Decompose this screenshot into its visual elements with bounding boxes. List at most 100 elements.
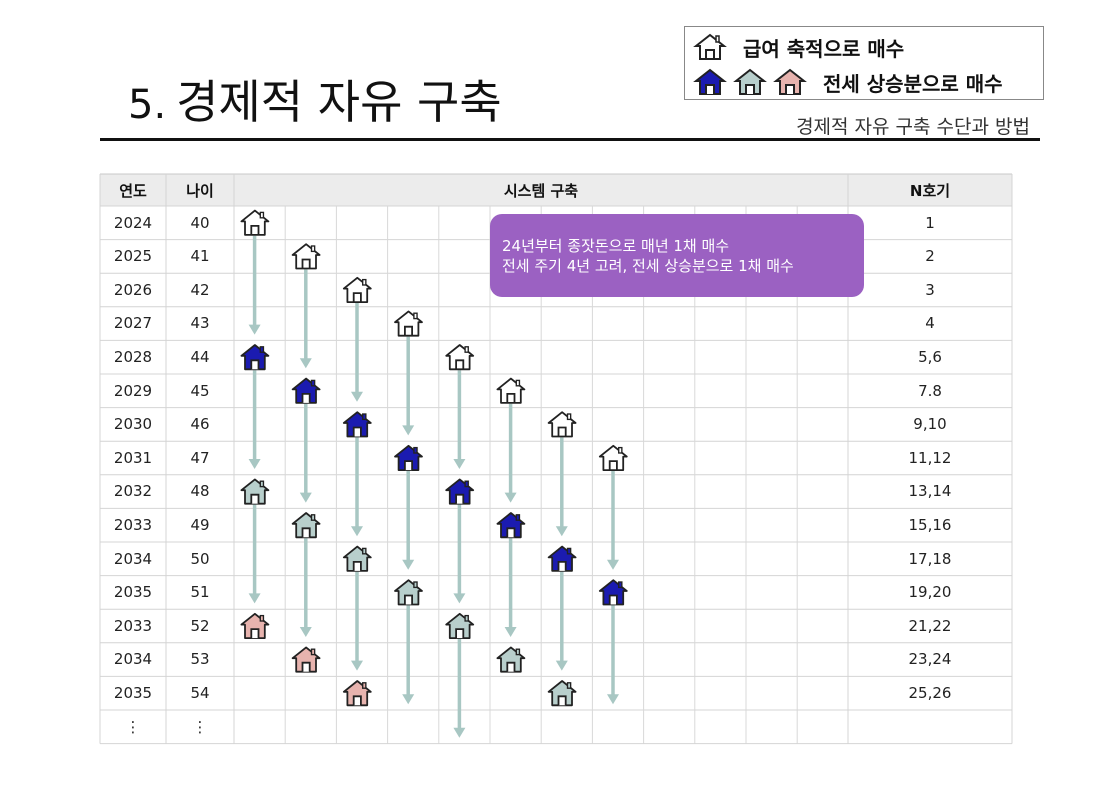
house-white-icon <box>598 444 628 472</box>
house-pink-icon <box>291 646 321 673</box>
house-blue-icon <box>496 512 526 539</box>
flow-arrow <box>299 538 312 637</box>
cell-year: 2028 <box>113 347 153 366</box>
cell-age: 54 <box>190 683 210 702</box>
legend: 급여 축적으로 매수 전세 상승분으로 매수 <box>684 26 1044 100</box>
cell-n: 7.8 <box>918 381 942 400</box>
header-n: N호기 <box>909 181 951 200</box>
house-pink-icon <box>773 68 807 95</box>
house-blue-icon <box>693 68 727 95</box>
house-blue-icon <box>547 545 577 572</box>
flow-arrow <box>402 471 415 570</box>
flow-arrow <box>402 605 415 705</box>
flow-arrow <box>504 403 517 503</box>
cell-year: 2035 <box>113 583 153 602</box>
flow-arrow <box>248 235 261 335</box>
house-white-icon <box>547 411 577 438</box>
cell-n: 2 <box>925 247 935 266</box>
flow-arrow <box>299 269 312 369</box>
house-gray-icon <box>342 545 372 572</box>
house-gray-icon <box>445 612 475 640</box>
title-underline <box>100 138 1040 141</box>
house-pink-icon <box>342 680 372 707</box>
cell-age: 49 <box>190 515 210 534</box>
flow-arrow <box>351 571 363 671</box>
page-subtitle: 경제적 자유 구축 수단과 방법 <box>796 116 1030 138</box>
cell-n: 5,6 <box>918 347 942 366</box>
note-box: 24년부터 종잣돈으로 매년 1채 매수 전세 주기 4년 고려, 전세 상승분… <box>490 214 864 297</box>
house-gray-icon <box>291 512 321 539</box>
cell-age: 46 <box>190 415 210 434</box>
cell-year: ⋮ <box>125 717 141 736</box>
flow-arrow <box>555 437 568 537</box>
cell-n: 1 <box>925 213 935 232</box>
cell-year: 2031 <box>113 448 153 467</box>
house-gray-icon <box>240 478 270 505</box>
house-gray-icon <box>496 646 526 673</box>
cell-year: 2034 <box>113 650 153 669</box>
house-white-icon <box>496 377 526 404</box>
header-background <box>100 174 1012 206</box>
house-white-icon <box>240 209 270 236</box>
cell-year: 2026 <box>113 280 153 299</box>
cell-year: 2033 <box>113 515 153 534</box>
house-blue-icon <box>291 377 321 404</box>
house-white-icon <box>394 310 423 337</box>
cell-n: 19,20 <box>908 583 952 602</box>
cell-n: 4 <box>925 314 935 333</box>
flow-arrow <box>607 471 619 570</box>
cell-year: 2032 <box>113 482 153 501</box>
page-title: 5. 경제적 자유 구축 <box>128 72 502 135</box>
cell-year: 2024 <box>113 213 153 232</box>
house-blue-icon <box>394 444 423 472</box>
note-line-1: 24년부터 종잣돈으로 매년 1채 매수 <box>502 237 730 255</box>
flow-arrow <box>248 504 261 604</box>
title-number: 5. <box>128 82 167 128</box>
legend-row-deposit: 전세 상승분으로 매수 <box>693 65 1003 99</box>
house-blue-icon <box>240 344 270 371</box>
cell-age: 45 <box>190 381 210 400</box>
cell-year: 2034 <box>113 549 153 568</box>
cell-n: 23,24 <box>908 650 952 669</box>
legend-row-salary: 급여 축적으로 매수 <box>693 30 904 64</box>
cell-age: 41 <box>190 247 210 266</box>
cell-n: 25,26 <box>908 683 952 702</box>
cell-n: 3 <box>925 280 935 299</box>
cell-n: 11,12 <box>908 448 952 467</box>
house-gray-icon <box>547 680 577 707</box>
cell-age: 50 <box>190 549 210 568</box>
house-gray-icon <box>733 68 767 95</box>
cell-n: 13,14 <box>908 482 952 501</box>
cell-n: 15,16 <box>908 515 952 534</box>
flow-arrow <box>453 639 466 738</box>
legend-salary-label: 급여 축적으로 매수 <box>743 36 905 61</box>
flow-arrow <box>453 370 466 469</box>
flow-arrow <box>555 571 568 671</box>
flow-arrow <box>248 370 261 469</box>
cell-year: 2030 <box>113 415 153 434</box>
house-pink-icon <box>240 612 270 640</box>
cell-year: 2025 <box>113 247 153 266</box>
cell-year: 2027 <box>113 314 153 333</box>
cell-age: 44 <box>190 347 210 366</box>
cell-n: 21,22 <box>908 616 952 635</box>
flow-arrow <box>351 303 363 402</box>
cell-age: 43 <box>190 314 210 333</box>
legend-deposit-label: 전세 상승분으로 매수 <box>823 71 1003 96</box>
cell-age: 52 <box>190 616 210 635</box>
flow-arrow <box>607 605 619 705</box>
house-blue-icon <box>342 411 372 438</box>
header-system: 시스템 구축 <box>503 181 579 200</box>
header-age: 나이 <box>186 181 214 200</box>
house-white-icon <box>291 243 321 270</box>
house-white-icon <box>693 33 727 60</box>
house-white-icon <box>342 276 372 304</box>
cell-n: 9,10 <box>913 415 947 434</box>
cell-age: 42 <box>190 280 210 299</box>
header-year: 연도 <box>119 181 147 200</box>
cell-age: 48 <box>190 482 210 501</box>
cell-age: ⋮ <box>192 717 208 736</box>
flow-arrow <box>504 538 517 637</box>
cell-n: 17,18 <box>908 549 952 568</box>
